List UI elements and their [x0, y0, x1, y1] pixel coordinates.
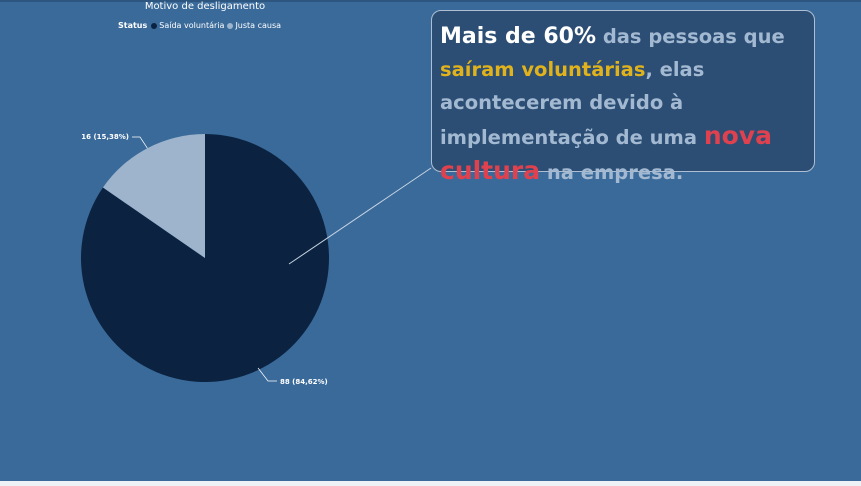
callout-text-3: na empresa.: [540, 161, 684, 184]
pie-slices: [80, 134, 329, 382]
chart-title: Motivo de desligamento: [144, 1, 266, 12]
legend-swatch-justa-causa: [227, 22, 234, 29]
top-edge: [0, 0, 861, 2]
legend-item-saida-voluntaria[interactable]: Saída voluntária: [151, 21, 224, 30]
callout-text-2: , elas acontecerem devido à implementaçã…: [440, 58, 705, 149]
leader-line-saida-voluntaria: [257, 367, 277, 382]
callout-text-1: das pessoas que: [596, 25, 785, 48]
leader-line-justa-causa: [132, 136, 148, 149]
chart-legend: Status Saída voluntária Justa causa: [118, 21, 284, 30]
legend-title: Status: [118, 21, 148, 30]
legend-swatch-saida-voluntaria: [151, 22, 158, 29]
callout-connector-line: [288, 167, 432, 265]
callout-highlight-culture: nova cultura: [440, 121, 772, 185]
pie-slice-saida-voluntaria[interactable]: [80, 134, 329, 382]
legend-label-justa-causa: Justa causa: [235, 21, 282, 30]
legend-item-justa-causa[interactable]: Justa causa: [227, 21, 281, 30]
callout-highlight-voluntary: saíram voluntárias: [440, 58, 646, 81]
callout-highlight-percent: Mais de 60%: [440, 24, 597, 49]
data-label-justa-causa: 16 (15,38%): [81, 133, 129, 141]
bottom-edge: [0, 481, 861, 486]
data-label-saida-voluntaria: 88 (84,62%): [280, 378, 328, 386]
legend-label-saida-voluntaria: Saída voluntária: [159, 21, 225, 30]
insight-callout: Mais de 60% das pessoas que saíram volun…: [431, 10, 815, 185]
pie-slice-justa-causa[interactable]: [102, 134, 205, 258]
